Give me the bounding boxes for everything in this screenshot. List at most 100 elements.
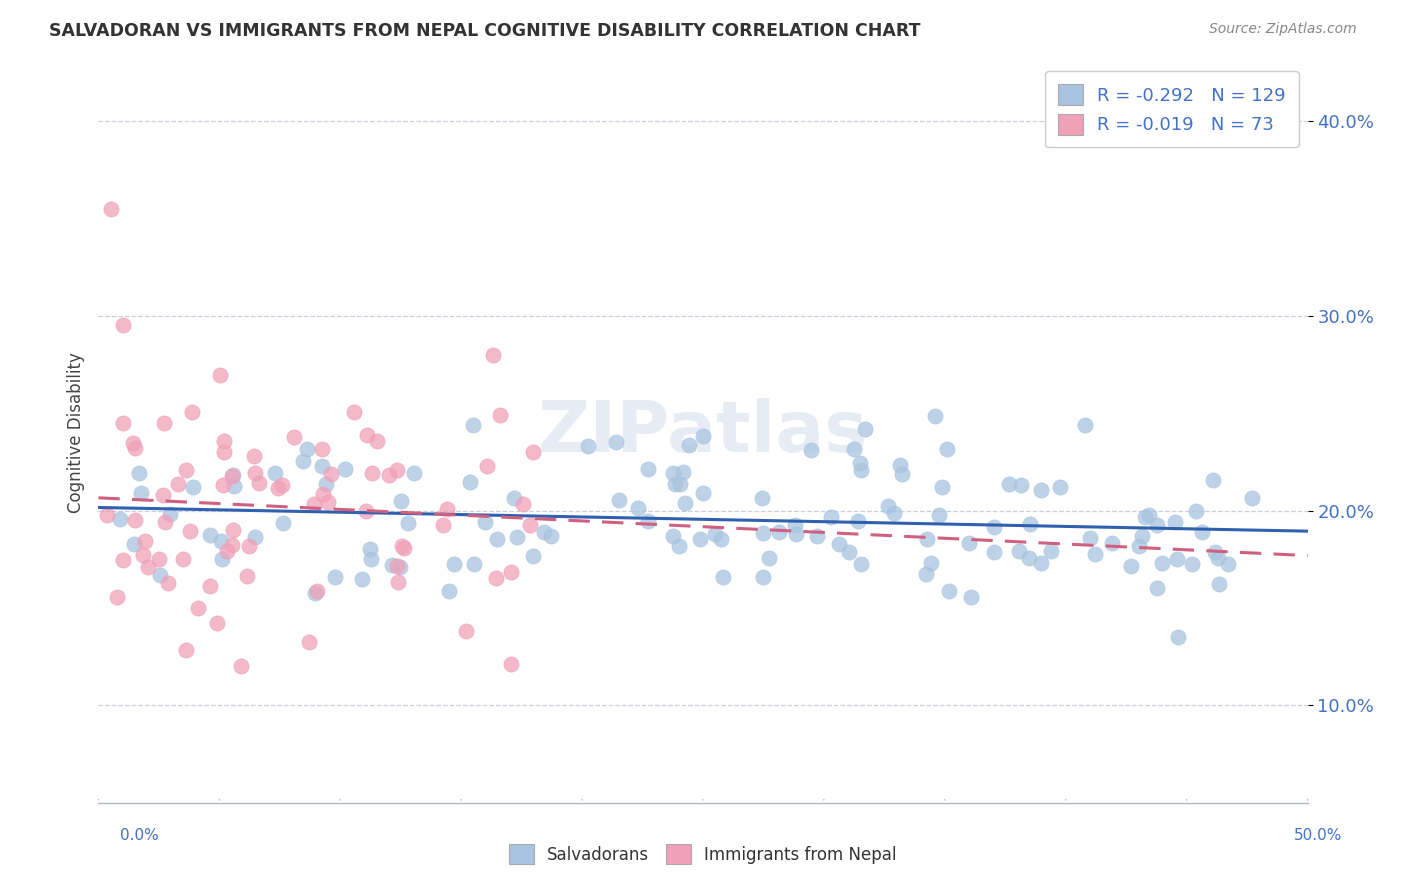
Point [359,541,381,556]
Point [851,463,873,477]
Point [678,438,700,452]
Point [1128,539,1150,553]
Point [343,405,366,419]
Point [243,530,266,544]
Point [211,552,233,566]
Point [263,466,285,480]
Point [891,467,914,481]
Point [124,441,146,455]
Point [936,442,959,456]
Point [311,442,333,457]
Point [1241,491,1264,505]
Point [1029,483,1052,498]
Point [533,524,555,539]
Text: 0.0%: 0.0% [120,828,159,843]
Point [605,434,627,449]
Point [436,502,458,516]
Point [304,585,326,599]
Point [325,570,347,584]
Point [360,466,382,480]
Point [664,476,686,491]
Point [475,458,498,473]
Point [711,570,734,584]
Point [489,408,512,422]
Text: Source: ZipAtlas.com: Source: ZipAtlas.com [1209,22,1357,37]
Point [704,527,727,541]
Point [212,445,235,459]
Point [692,429,714,443]
Point [174,642,197,657]
Point [505,530,527,544]
Point [111,318,134,333]
Point [212,434,235,449]
Text: ZIPatlas: ZIPatlas [538,398,868,467]
Point [96,508,118,523]
Point [1018,550,1040,565]
Point [1218,558,1240,572]
Point [662,528,685,542]
Point [292,454,315,468]
Point [540,529,562,543]
Point [172,552,194,566]
Point [522,445,544,459]
Point [209,368,232,382]
Point [122,436,145,450]
Point [957,536,980,550]
Point [637,462,659,476]
Point [270,478,292,492]
Point [820,510,842,524]
Point [128,466,150,480]
Point [221,469,243,483]
Point [463,557,485,571]
Point [512,497,534,511]
Point [853,422,876,436]
Point [131,486,153,500]
Point [846,514,869,528]
Point [1008,544,1031,558]
Point [997,477,1019,491]
Point [389,560,412,574]
Point [1164,515,1187,529]
Point [877,499,900,513]
Point [105,591,128,605]
Point [1019,516,1042,531]
Point [800,443,823,458]
Point [283,430,305,444]
Point [311,458,333,473]
Point [305,584,328,599]
Point [249,476,271,491]
Point [1119,559,1142,574]
Point [381,558,404,573]
Point [1204,545,1226,559]
Point [156,576,179,591]
Point [1191,524,1213,539]
Point [842,442,865,456]
Point [1049,480,1071,494]
Point [229,659,252,673]
Point [668,539,690,553]
Legend: Salvadorans, Immigrants from Nepal: Salvadorans, Immigrants from Nepal [502,838,904,871]
Point [148,552,170,566]
Point [315,476,337,491]
Point [335,462,357,476]
Point [205,615,228,630]
Point [124,513,146,527]
Point [983,520,1005,534]
Point [785,527,807,541]
Point [1010,478,1032,492]
Point [499,657,522,671]
Y-axis label: Cognitive Disability: Cognitive Disability [66,352,84,513]
Point [499,565,522,579]
Point [153,515,176,529]
Point [179,524,201,538]
Point [392,541,415,555]
Point [267,482,290,496]
Point [607,493,630,508]
Point [461,418,484,433]
Point [236,569,259,583]
Point [454,624,477,638]
Point [112,553,135,567]
Legend: R = -0.292   N = 129, R = -0.019   N = 73: R = -0.292 N = 129, R = -0.019 N = 73 [1045,71,1299,147]
Point [243,449,266,463]
Point [672,465,695,479]
